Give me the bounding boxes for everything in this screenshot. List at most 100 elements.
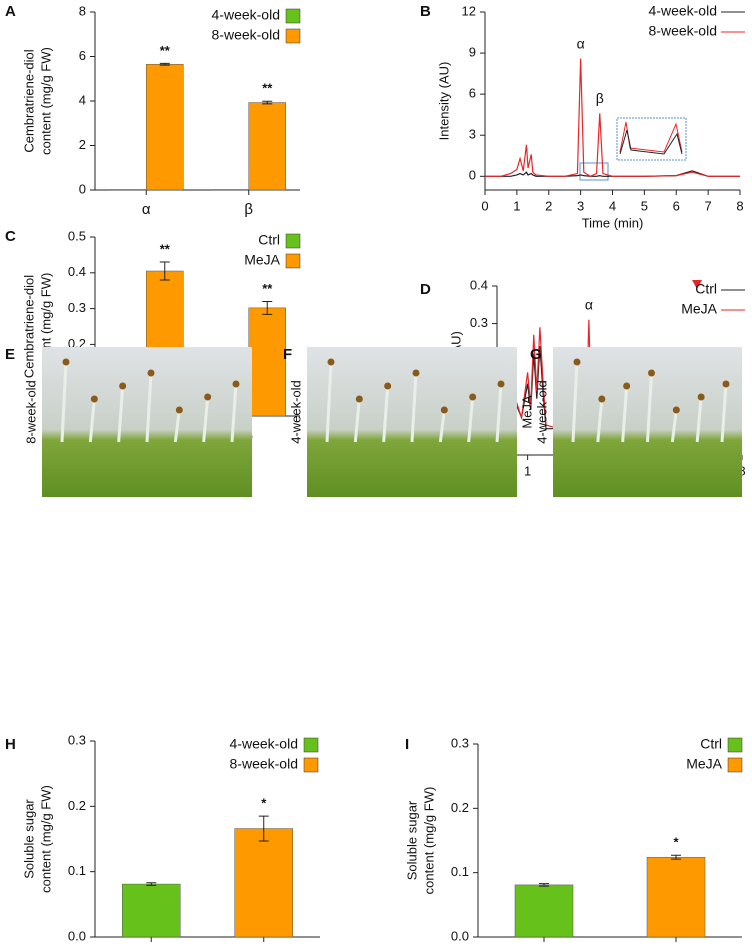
legend-swatch bbox=[303, 737, 319, 753]
panel-label: A bbox=[5, 3, 16, 20]
line bbox=[485, 58, 740, 177]
trichome bbox=[60, 361, 68, 443]
y-tick-label: 4 bbox=[79, 92, 86, 107]
x-tick-label: 4 bbox=[609, 198, 616, 213]
x-tick-label: 5 bbox=[641, 198, 648, 213]
trichome-head bbox=[697, 393, 705, 401]
y-tick-label: 3 bbox=[469, 127, 476, 142]
y-axis-label: Cembratriene-diol bbox=[21, 275, 36, 378]
significance: * bbox=[261, 796, 267, 811]
x-tick-label: 3 bbox=[577, 198, 584, 213]
y-axis-label: content (mg/g FW) bbox=[421, 787, 436, 895]
trichome bbox=[571, 361, 579, 443]
photo-label: 4-week-old bbox=[288, 380, 303, 444]
error-bar bbox=[146, 882, 157, 886]
y-tick-label: 2 bbox=[79, 137, 86, 152]
trichome-head bbox=[573, 358, 581, 366]
trichome-head bbox=[412, 369, 420, 377]
significance: ** bbox=[262, 281, 273, 296]
bar bbox=[122, 883, 181, 938]
legend-label: Ctrl bbox=[258, 232, 280, 248]
y-tick-label: 0.0 bbox=[451, 928, 469, 943]
legend-swatch bbox=[727, 757, 743, 773]
legend-label: 4-week-old bbox=[212, 7, 280, 23]
y-axis-label: Soluble sugar bbox=[21, 799, 36, 879]
panel-label: G bbox=[530, 346, 542, 363]
y-tick-label: 0.1 bbox=[451, 864, 469, 879]
x-tick-label: 7 bbox=[705, 198, 712, 213]
trichome bbox=[621, 385, 629, 443]
trichome-head bbox=[232, 380, 240, 388]
trichome-head bbox=[623, 382, 631, 390]
peak-label: α bbox=[585, 297, 593, 313]
trichome bbox=[495, 383, 503, 443]
trichome-head bbox=[62, 358, 70, 366]
legend-swatch bbox=[727, 737, 743, 753]
trichome bbox=[438, 409, 446, 443]
legend-swatch bbox=[285, 8, 301, 24]
trichome-head bbox=[204, 393, 212, 401]
trichome bbox=[646, 372, 653, 443]
trichome bbox=[382, 385, 390, 443]
y-tick-label: 0.5 bbox=[68, 228, 86, 243]
y-tick-label: 0.3 bbox=[451, 735, 469, 750]
x-tick-label: α bbox=[142, 201, 151, 218]
legend-label: 4-week-old bbox=[230, 736, 298, 752]
trichome bbox=[467, 396, 475, 443]
trichome-head bbox=[355, 395, 363, 403]
y-tick-label: 0.3 bbox=[470, 315, 488, 330]
x-axis-label: Time (min) bbox=[582, 215, 644, 230]
trichome bbox=[117, 385, 125, 443]
peak-marker bbox=[692, 280, 702, 289]
error-bar bbox=[159, 261, 170, 281]
y-tick-label: 6 bbox=[79, 48, 86, 63]
trichome bbox=[325, 361, 333, 443]
y-tick-label: 0.3 bbox=[68, 300, 86, 315]
panel-label: I bbox=[405, 736, 409, 753]
y-tick-label: 8 bbox=[79, 3, 86, 18]
legend-label: 8-week-old bbox=[649, 23, 717, 39]
photo-label: 8-week-old bbox=[23, 380, 38, 444]
legend-label: 4-week-old bbox=[649, 3, 717, 19]
peak-label: α bbox=[577, 35, 585, 51]
photo-label: MeJA bbox=[519, 395, 534, 429]
trichome-head bbox=[90, 395, 98, 403]
legend-label: 8-week-old bbox=[212, 27, 280, 43]
y-tick-label: 0 bbox=[79, 181, 86, 196]
legend-label: Ctrl bbox=[695, 281, 717, 297]
x-tick-label: 8 bbox=[736, 198, 743, 213]
legend-label: MeJA bbox=[681, 301, 717, 317]
trichome-head bbox=[440, 406, 448, 414]
panel-label: E bbox=[5, 346, 15, 363]
trichome-head bbox=[175, 406, 183, 414]
y-tick-label: 0.3 bbox=[68, 732, 86, 747]
x-tick-label: 1 bbox=[513, 198, 520, 213]
trichome-head bbox=[469, 393, 477, 401]
trichome-head bbox=[497, 380, 505, 388]
trichome bbox=[596, 398, 604, 443]
trichome bbox=[720, 383, 728, 443]
bar bbox=[248, 102, 286, 191]
y-axis-label: Soluble sugar bbox=[404, 800, 419, 880]
x-tick-label: 2 bbox=[545, 198, 552, 213]
photo-label: 4-week-old bbox=[534, 380, 549, 444]
error-bar bbox=[262, 300, 273, 315]
bar bbox=[646, 856, 706, 938]
x-tick-label: 6 bbox=[673, 198, 680, 213]
y-tick-label: 0.0 bbox=[68, 928, 86, 943]
bar bbox=[514, 884, 574, 938]
x-tick-label: 0 bbox=[481, 198, 488, 213]
panel-label: F bbox=[283, 346, 292, 363]
trichome-head bbox=[119, 382, 127, 390]
line bbox=[485, 170, 740, 177]
peak-label: β bbox=[596, 90, 604, 106]
significance: ** bbox=[262, 81, 273, 96]
legend-label: Ctrl bbox=[700, 736, 722, 752]
trichome-head bbox=[384, 382, 392, 390]
error-bar bbox=[539, 883, 549, 887]
panel-label: H bbox=[5, 736, 16, 753]
trichome-head bbox=[722, 380, 730, 388]
error-bar bbox=[262, 100, 273, 105]
error-bar bbox=[159, 62, 170, 66]
